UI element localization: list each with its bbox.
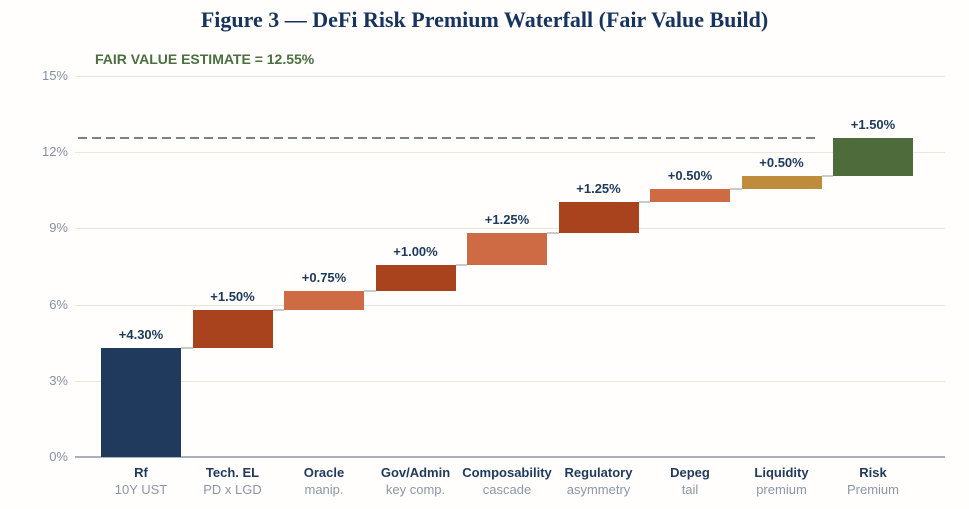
y-tick-label: 6% (49, 296, 68, 312)
bar-liquidity (741, 176, 822, 190)
waterfall-connector (272, 308, 284, 311)
waterfall-connector (821, 175, 833, 178)
x-axis-sublabel: premium (756, 482, 807, 497)
x-axis-label: Rf (134, 465, 148, 480)
fair-value-dashed-line (78, 137, 815, 140)
bar-value-label: +4.30% (118, 326, 164, 342)
y-tick-label: 9% (49, 220, 68, 236)
waterfall-connector (364, 289, 376, 292)
waterfall-connector (730, 188, 742, 191)
bar-depeg (650, 189, 730, 202)
waterfall-connector (638, 200, 650, 203)
bar-risk (833, 138, 913, 177)
x-axis-label: Gov/Admin (380, 465, 451, 480)
waterfall-connector (455, 264, 467, 267)
bar-tech-el (192, 309, 273, 348)
bar-rf (101, 347, 181, 457)
x-axis-sublabel: cascade (482, 482, 532, 497)
y-tick-label: 3% (49, 372, 68, 388)
x-axis-label: Oracle (303, 465, 345, 480)
x-axis-line (75, 456, 945, 458)
x-axis-sublabel: manip. (304, 482, 344, 497)
x-axis-sublabel: PD x LGD (203, 482, 262, 497)
x-axis-label: Regulatory (564, 465, 633, 480)
bar-value-label: +1.25% (484, 212, 530, 228)
x-axis-label: Risk (859, 465, 887, 480)
bar-gov-admin (375, 265, 456, 291)
y-tick-label: 12% (41, 144, 68, 160)
gridline-12% (75, 152, 945, 154)
fair-value-annotation: FAIR VALUE ESTIMATE = 12.55% (95, 51, 315, 67)
x-axis-sublabel: 10Y UST (114, 482, 168, 497)
bar-regulatory (558, 201, 639, 234)
gridline-6% (75, 304, 945, 306)
x-axis-sublabel: asymmetry (566, 482, 631, 497)
bar-value-label: +1.25% (576, 180, 621, 196)
bar-value-label: +0.75% (301, 269, 347, 285)
x-axis-label: Liquidity (754, 465, 809, 480)
y-tick-label: 15% (41, 68, 68, 83)
bar-value-label: +0.50% (759, 155, 804, 171)
bar-value-label: +1.50% (210, 288, 255, 304)
x-axis-sublabel: tail (681, 482, 699, 497)
gridline-9% (75, 228, 945, 230)
bar-value-label: +1.50% (850, 117, 896, 133)
figure-title: Figure 3 — DeFi Risk Premium Waterfall (… (200, 7, 769, 32)
y-tick-label: 0% (49, 449, 68, 464)
x-axis-label: Depeg (670, 465, 710, 480)
waterfall-connector (181, 346, 193, 349)
x-axis-label: Tech. EL (205, 465, 260, 480)
bar-oracle (284, 290, 364, 310)
x-axis-sublabel: key comp. (385, 482, 446, 497)
gridline-15% (75, 76, 945, 77)
bar-value-label: +0.50% (667, 168, 713, 184)
x-axis-sublabel: Premium (846, 482, 899, 497)
x-axis-label: Composability (462, 465, 552, 480)
bar-value-label: +1.00% (393, 244, 438, 260)
gridline-3% (75, 380, 945, 382)
waterfall-connector (547, 232, 559, 235)
bar-composability (467, 233, 547, 266)
